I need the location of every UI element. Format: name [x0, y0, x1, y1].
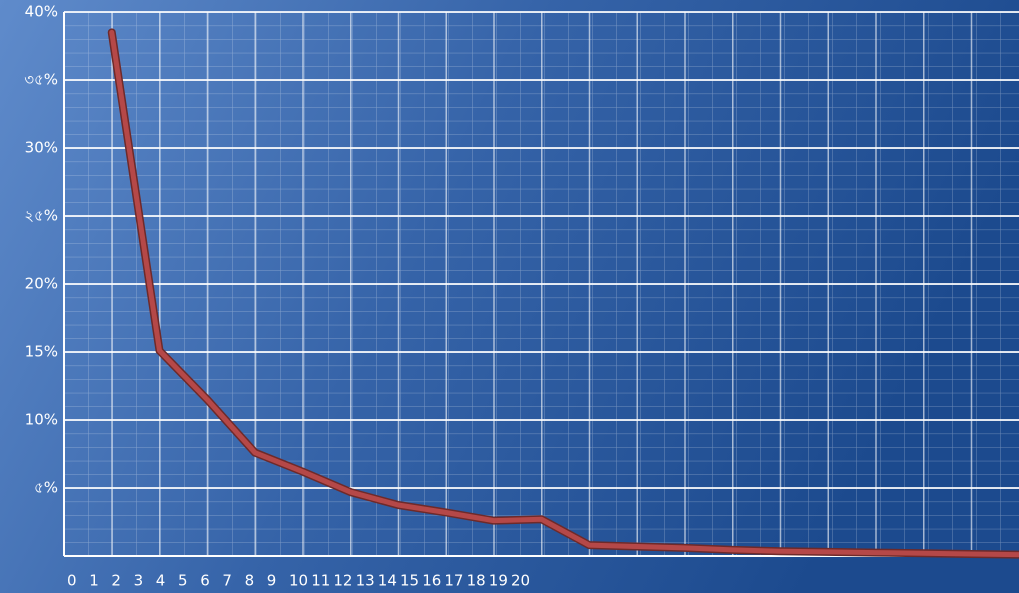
- y-tick-label: 30%: [25, 139, 58, 157]
- y-tick-label: 40%: [25, 3, 58, 21]
- x-tick-label: 18: [467, 572, 486, 590]
- y-tick-label: ৩৫%: [24, 71, 58, 89]
- x-tick-label: 10: [289, 572, 308, 590]
- x-tick-label: 2: [111, 572, 121, 590]
- x-tick-label: 5: [178, 572, 188, 590]
- y-tick-label: 10%: [25, 411, 58, 429]
- y-tick-label: 15%: [25, 343, 58, 361]
- x-tick-label: 0: [67, 572, 77, 590]
- x-tick-label: 20: [511, 572, 530, 590]
- x-tick-label: 7: [222, 572, 232, 590]
- y-tick-label: ২৫%: [24, 207, 58, 225]
- x-tick-label: 9: [267, 572, 277, 590]
- x-tick-label: 16: [422, 572, 441, 590]
- y-tick-label: ৫%: [34, 479, 58, 497]
- x-tick-label: 13: [356, 572, 375, 590]
- line: [109, 29, 1019, 558]
- x-tick-label: 4: [156, 572, 166, 590]
- x-tick-label: 15: [400, 572, 419, 590]
- x-tick-label: 8: [245, 572, 255, 590]
- x-tick-label: 17: [444, 572, 463, 590]
- x-tick-label: 3: [134, 572, 144, 590]
- x-tick-label: 1: [89, 572, 99, 590]
- x-tick-label: 12: [333, 572, 352, 590]
- x-tick-label: 19: [489, 572, 508, 590]
- y-tick-label: 20%: [25, 275, 58, 293]
- x-tick-label: 6: [200, 572, 210, 590]
- x-tick-label: 14: [378, 572, 397, 590]
- x-tick-label: 11: [311, 572, 330, 590]
